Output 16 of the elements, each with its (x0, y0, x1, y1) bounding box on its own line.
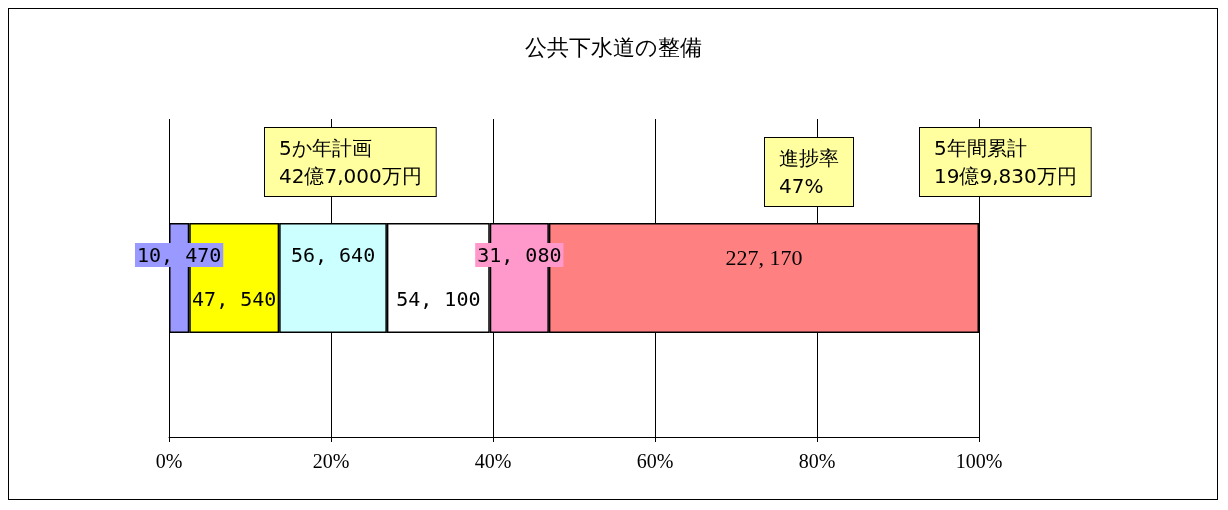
x-tick-label: 60% (636, 450, 674, 472)
x-tick-label: 20% (312, 450, 350, 472)
x-tick-label: 100% (955, 450, 1003, 472)
annotation: 31, 080 (477, 243, 562, 267)
annotation: 47, 540 (192, 287, 277, 311)
annotation: 56, 640 (290, 243, 376, 267)
annotation: 227, 170 (725, 244, 803, 270)
x-tick-label: 0% (155, 450, 183, 472)
annotation: 5か年計画 42億7,000万円 (279, 136, 422, 188)
x-tick-label: 40% (474, 450, 512, 472)
annotation: 5年間累計 19億9,830万円 (934, 136, 1077, 188)
annotation: 54, 100 (396, 287, 481, 311)
annotation: 10, 470 (136, 243, 222, 267)
x-tick-label: 80% (798, 450, 836, 472)
annotation: 進捗率 47% (779, 146, 839, 198)
chart-title: 公共下水道の整備 (524, 34, 702, 60)
